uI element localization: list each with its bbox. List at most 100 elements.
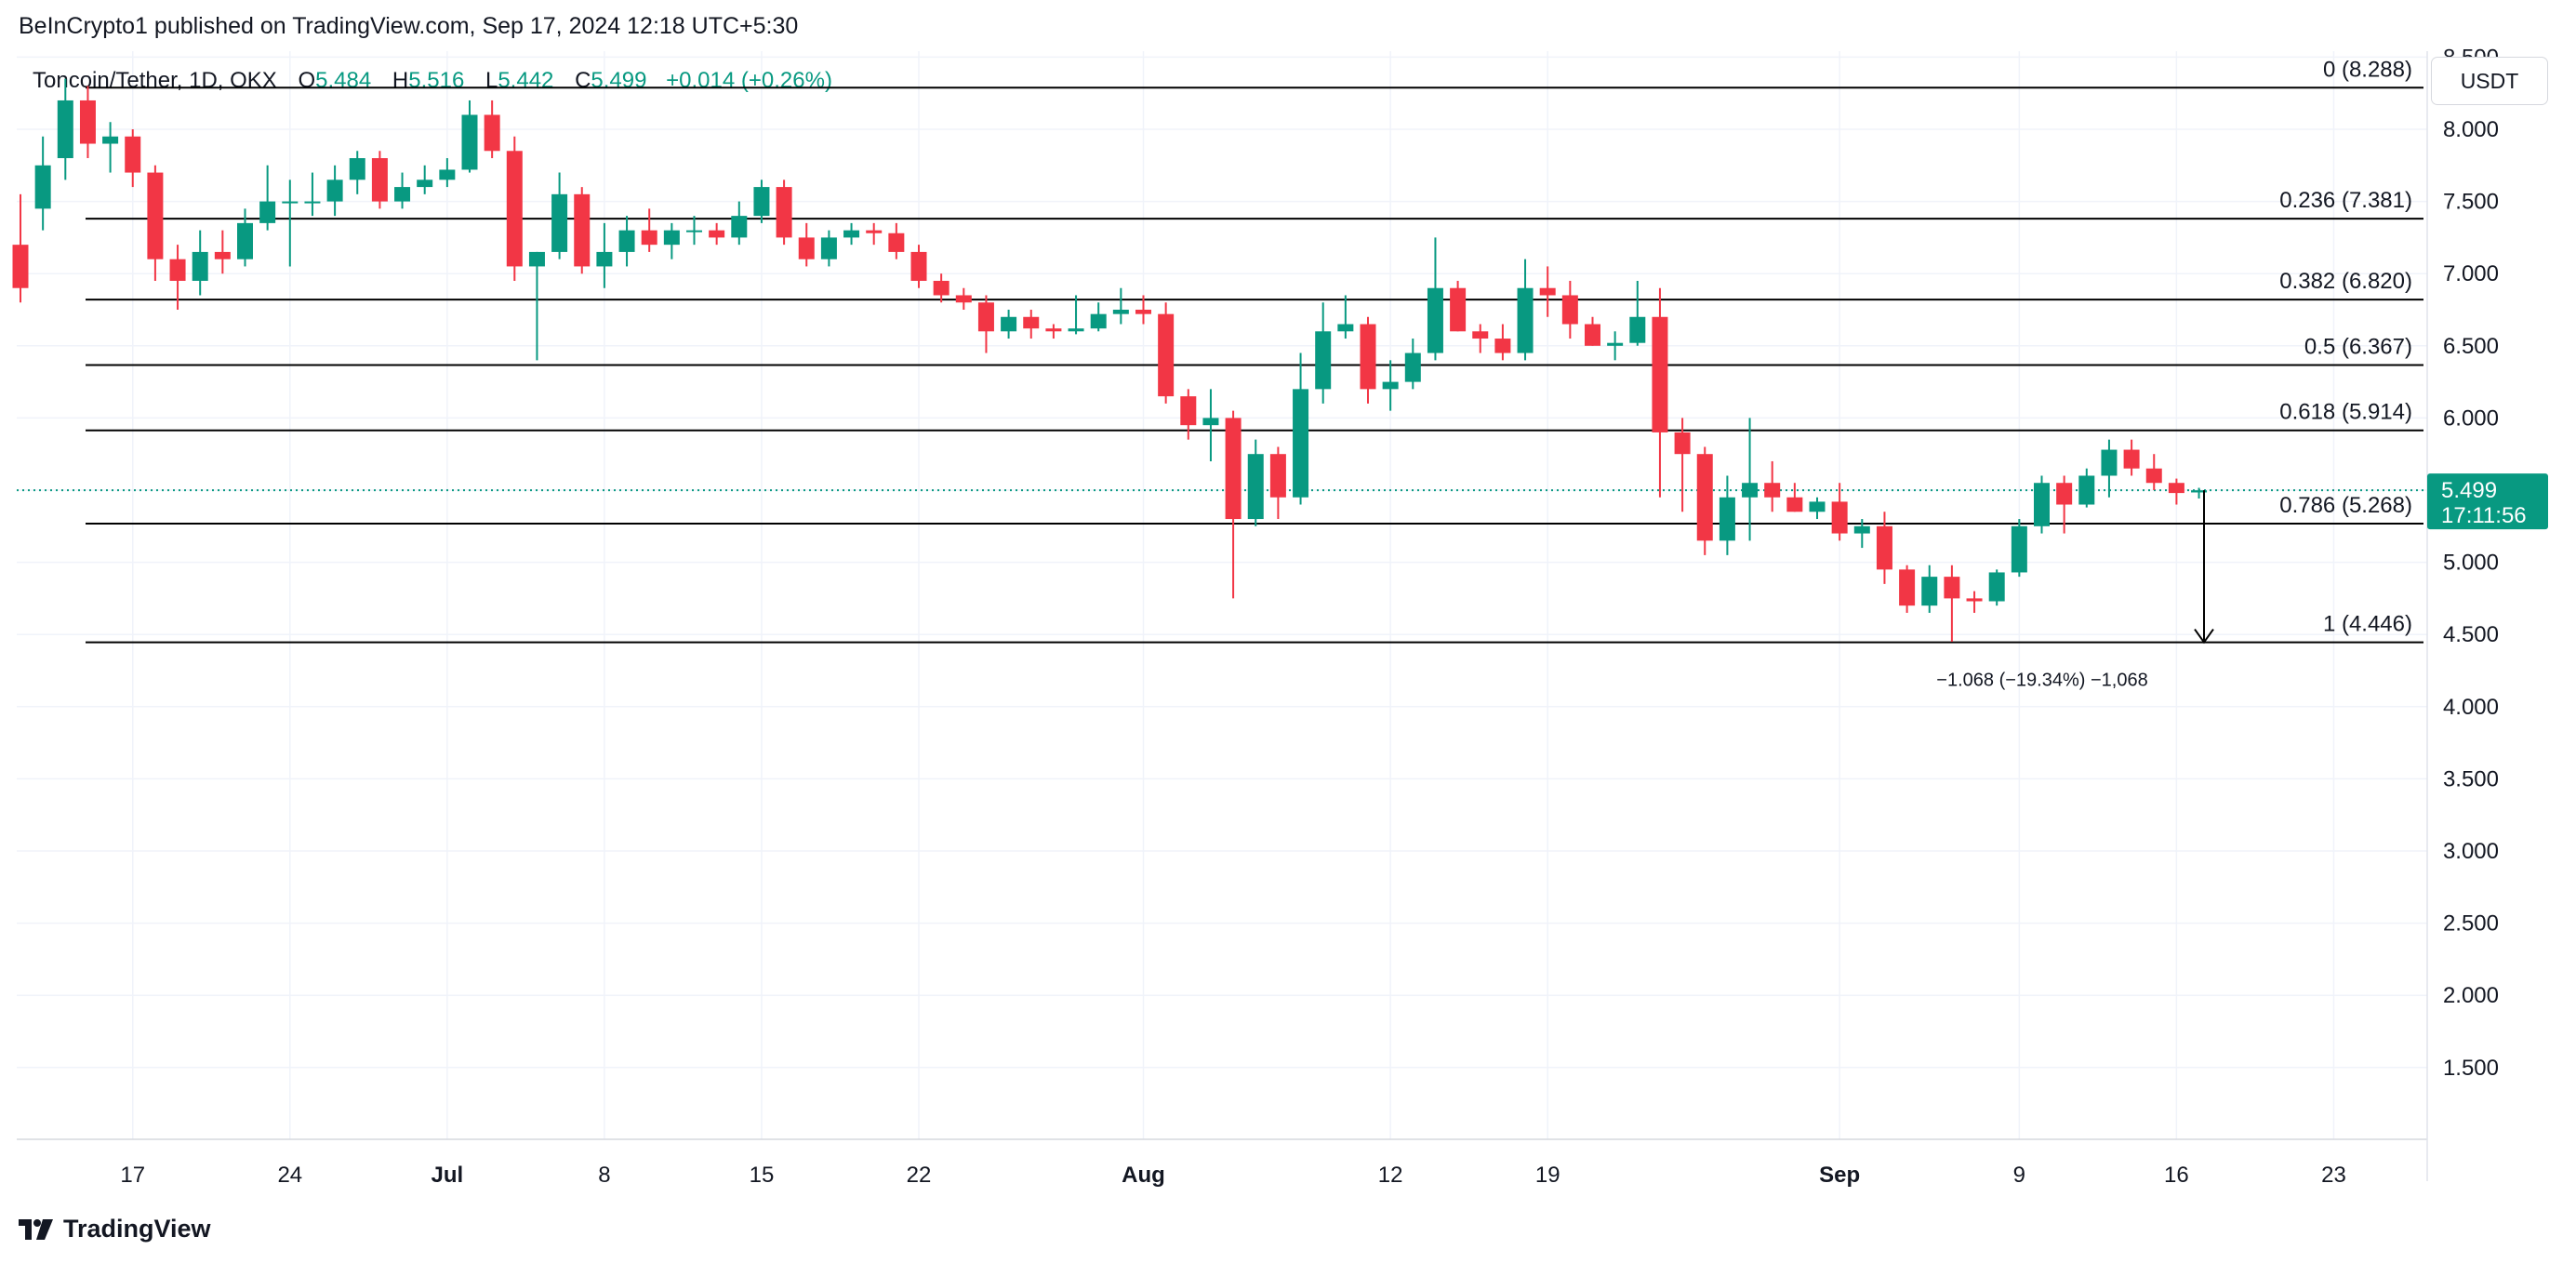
candle-body: [2011, 525, 2027, 573]
candle-body: [888, 233, 905, 252]
candle-body: [1561, 295, 1578, 325]
tradingview-brand-text: TradingView: [63, 1215, 211, 1243]
price-axis[interactable]: 8.5008.0007.5007.0006.5006.0005.5005.000…: [2443, 45, 2499, 1080]
candle: [1629, 280, 1646, 346]
candle: [1561, 280, 1578, 339]
candle-body: [1450, 287, 1467, 332]
candle-body: [776, 187, 792, 238]
price-range-measure[interactable]: −1.068 (−19.34%) −1,068: [1936, 490, 2214, 691]
candle-body: [2145, 468, 2162, 484]
y-tick-label: 7.500: [2443, 190, 2499, 215]
x-tick-label: Sep: [1819, 1163, 1860, 1188]
y-tick-label: 6.500: [2443, 334, 2499, 359]
candle-body: [326, 179, 343, 202]
candle-body: [1719, 497, 1735, 541]
candle-body: [843, 230, 860, 238]
fib-level-label: 0.382 (6.820): [2279, 269, 2412, 294]
candle-body: [1652, 316, 1668, 432]
candle-body: [1674, 432, 1691, 455]
candle-body: [820, 237, 837, 259]
candle: [484, 100, 500, 159]
x-tick-label: 12: [1378, 1163, 1403, 1188]
candle: [709, 222, 725, 246]
candle: [1382, 360, 1399, 411]
y-tick-label: 3.000: [2443, 839, 2499, 864]
candle-body: [394, 187, 411, 202]
candle-body: [484, 114, 500, 152]
candle-body: [1112, 310, 1129, 314]
candle: [1652, 287, 1668, 498]
candle: [551, 172, 568, 259]
candle-body: [1269, 454, 1286, 498]
fibonacci-retracement[interactable]: 0 (8.288) 0.236 (7.381) 0.382 (6.820) 0.5 (…: [86, 57, 2423, 644]
y-tick-label: 5.000: [2443, 551, 2499, 576]
x-tick-label: 19: [1535, 1163, 1560, 1188]
candle: [394, 172, 411, 209]
candle-body: [2123, 449, 2140, 469]
candle: [663, 222, 680, 259]
candle: [1539, 266, 1556, 317]
candle: [1719, 475, 1735, 555]
x-tick-label: 9: [2013, 1163, 2025, 1188]
fib-level-label: 0.5 (6.367): [2304, 334, 2412, 359]
fib-level-label: 0 (8.288): [2323, 57, 2412, 82]
currency-button[interactable]: USDT: [2431, 57, 2548, 105]
y-tick-label: 2.000: [2443, 983, 2499, 1008]
candle: [1809, 497, 1826, 520]
fib-level-label: 0.618 (5.914): [2279, 400, 2412, 425]
candle: [1944, 565, 1960, 642]
candle-body: [1382, 381, 1399, 390]
candle-body: [1629, 316, 1646, 343]
candle: [1853, 519, 1870, 549]
candle: [2078, 468, 2095, 508]
candle-body: [731, 216, 748, 238]
close-label: C: [575, 68, 591, 93]
candle: [1001, 310, 1017, 339]
bar-countdown: 17:11:56: [2441, 503, 2527, 528]
last-price-tag: 5.499 17:11:56: [2427, 473, 2548, 530]
candle: [1293, 352, 1309, 505]
candle: [1404, 339, 1421, 390]
tradingview-logo-icon: [19, 1218, 53, 1240]
high-value: 5.516: [408, 68, 464, 93]
candle-body: [1360, 324, 1376, 390]
candle-body: [1876, 525, 1892, 570]
candle-body: [933, 280, 949, 296]
candle-body: [596, 251, 613, 267]
candle: [1988, 569, 2005, 606]
candle-body: [618, 230, 635, 252]
x-tick-label: Aug: [1122, 1163, 1165, 1188]
candle-body: [1090, 313, 1107, 329]
candle-body: [709, 230, 725, 238]
candle: [282, 179, 299, 267]
published-by-text: BeInCrypto1 published on TradingView.com…: [19, 13, 799, 39]
candle-body: [798, 237, 815, 259]
candle: [1450, 280, 1467, 332]
candle-body: [1899, 569, 1916, 606]
x-tick-label: 22: [907, 1163, 932, 1188]
candle: [910, 245, 927, 288]
candle-body: [2168, 483, 2184, 494]
candle: [596, 222, 613, 288]
candle-body: [79, 100, 96, 144]
x-tick-label: 15: [750, 1163, 775, 1188]
candle: [2145, 454, 2162, 490]
candle: [1135, 295, 1151, 325]
candle-body: [1337, 324, 1354, 332]
last-price-value: 5.499: [2441, 478, 2497, 503]
candle: [439, 158, 456, 188]
candle-body: [2078, 475, 2095, 505]
candle: [866, 222, 883, 246]
chart-grid: [17, 51, 2427, 1139]
candle: [1158, 302, 1175, 404]
close-value: 5.499: [591, 68, 646, 93]
tradingview-logo[interactable]: TradingView: [19, 1215, 211, 1243]
open-label: O: [298, 68, 315, 93]
time-axis[interactable]: 17 24 Jul 8 15 22 Aug 12 19 Sep 9 16 23: [120, 1163, 2345, 1188]
candle-body: [1225, 418, 1242, 520]
candle-body: [1023, 316, 1040, 329]
candle-body: [259, 201, 276, 223]
candle: [34, 136, 51, 231]
candle: [1585, 316, 1600, 346]
